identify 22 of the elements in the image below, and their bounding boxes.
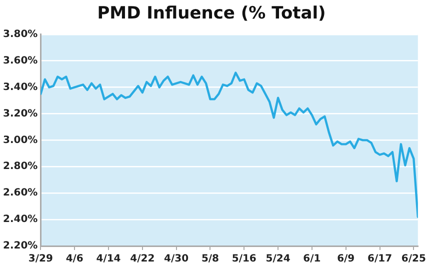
x-tick-label: 3/29 xyxy=(28,254,53,265)
x-tick-label: 5/16 xyxy=(232,254,256,265)
x-tick-label: 6/1 xyxy=(303,254,321,265)
x-tick-label: 4/22 xyxy=(130,254,155,265)
x-tick-label: 5/24 xyxy=(266,254,290,265)
y-tick-label: 2.80% xyxy=(2,161,38,172)
x-tick-label: 6/9 xyxy=(337,254,355,265)
x-tick-label: 4/30 xyxy=(164,254,189,265)
y-tick-label: 2.40% xyxy=(2,214,38,226)
x-tick-label: 6/17 xyxy=(367,254,392,265)
y-tick-label: 3.60% xyxy=(2,55,38,66)
y-tick-label: 2.60% xyxy=(2,188,38,199)
x-tick-label: 5/8 xyxy=(201,254,220,265)
x-tick-label: 6/25 xyxy=(401,254,426,265)
x-tick-label: 4/14 xyxy=(96,254,121,265)
x-tick-label: 4/6 xyxy=(66,254,84,265)
y-tick-label: 3.00% xyxy=(2,134,38,146)
y-tick-label: 3.20% xyxy=(2,108,38,120)
chart-title: PMD Influence (% Total) xyxy=(97,4,326,24)
y-tick-label: 3.80% xyxy=(2,28,38,40)
y-tick-label: 3.40% xyxy=(2,82,38,93)
y-tick-label: 2.20% xyxy=(2,240,38,252)
